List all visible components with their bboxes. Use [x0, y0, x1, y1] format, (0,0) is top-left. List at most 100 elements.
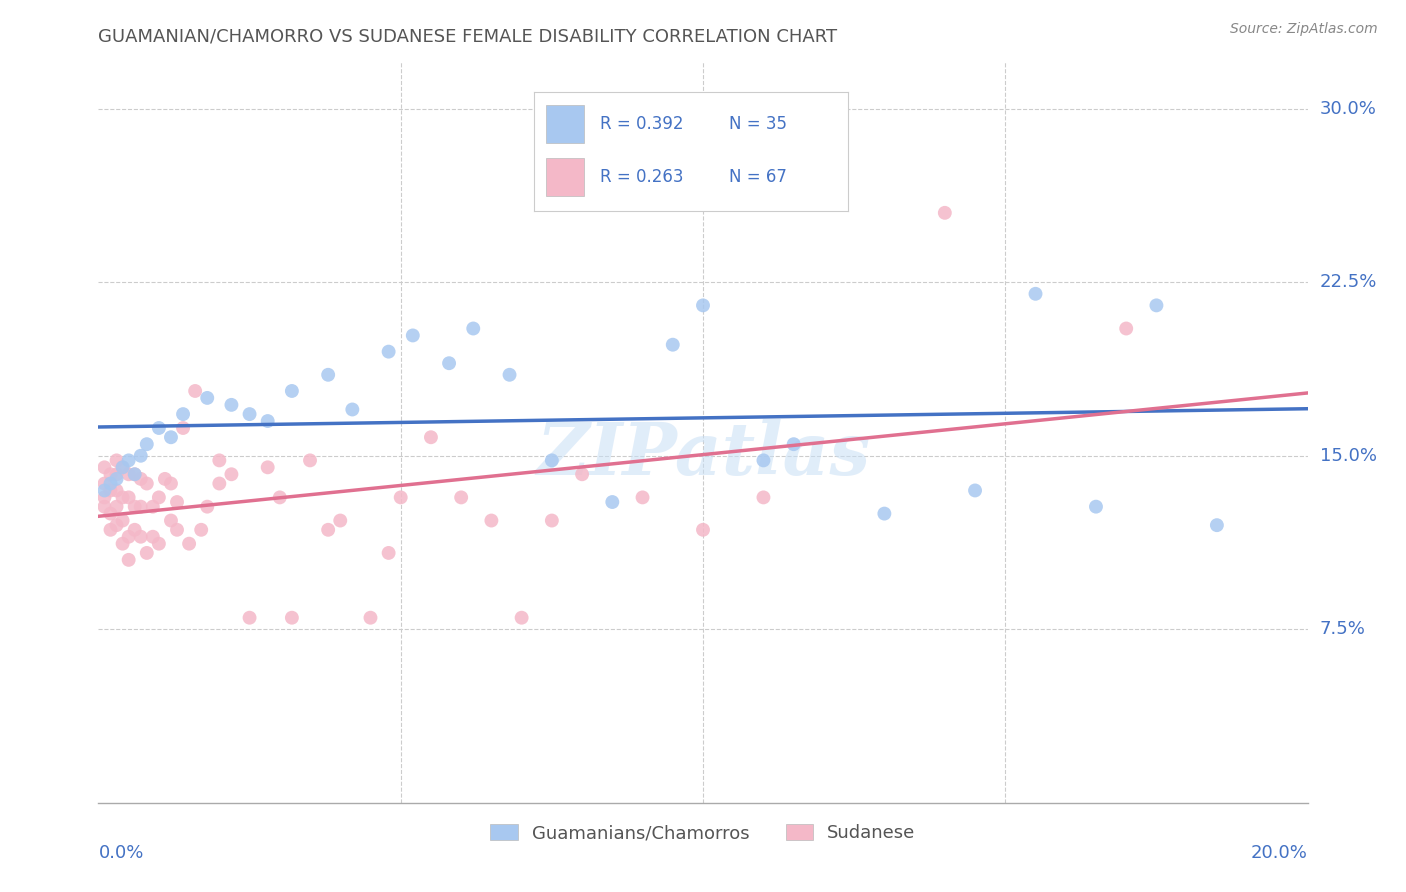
Point: [661, 337, 683, 351]
Point: [118, 467, 141, 482]
Text: GUAMANIAN/CHAMORRO VS SUDANESE FEMALE DISABILITY CORRELATION CHART: GUAMANIAN/CHAMORRO VS SUDANESE FEMALE DI…: [98, 28, 838, 45]
Point: [160, 476, 183, 491]
Point: [105, 483, 128, 498]
Point: [752, 491, 775, 505]
Point: [420, 430, 443, 444]
Point: [105, 518, 128, 533]
Point: [239, 407, 262, 421]
Point: [692, 523, 714, 537]
Point: [148, 491, 170, 505]
Point: [1085, 500, 1108, 514]
Point: [111, 460, 134, 475]
Point: [160, 430, 183, 444]
Point: [195, 391, 218, 405]
Text: 22.5%: 22.5%: [1320, 273, 1376, 291]
Point: [160, 514, 183, 528]
Point: [221, 398, 243, 412]
Point: [129, 530, 152, 544]
Point: [179, 536, 201, 550]
Point: [118, 491, 141, 505]
Point: [329, 514, 352, 528]
Point: [437, 356, 460, 370]
Point: [873, 507, 896, 521]
Point: [105, 472, 128, 486]
Point: [111, 460, 134, 475]
Point: [105, 453, 128, 467]
Point: [93, 500, 115, 514]
Point: [129, 449, 152, 463]
Point: [142, 530, 165, 544]
Point: [124, 523, 146, 537]
Point: [360, 610, 382, 624]
Point: [221, 467, 243, 482]
Point: [256, 414, 278, 428]
Point: [631, 491, 654, 505]
Point: [498, 368, 520, 382]
Point: [510, 610, 533, 624]
Point: [124, 467, 146, 482]
Point: [208, 476, 231, 491]
Point: [692, 298, 714, 312]
Point: [100, 507, 122, 521]
Point: [166, 495, 188, 509]
Point: [93, 491, 115, 505]
Text: 0.0%: 0.0%: [98, 844, 143, 862]
Point: [540, 453, 562, 467]
Point: [124, 500, 146, 514]
Point: [377, 344, 399, 359]
Point: [142, 500, 165, 514]
Point: [1024, 286, 1046, 301]
Text: 7.5%: 7.5%: [1320, 620, 1365, 639]
Text: 15.0%: 15.0%: [1320, 447, 1376, 465]
Point: [481, 514, 503, 528]
Point: [269, 491, 291, 505]
Point: [342, 402, 364, 417]
Point: [153, 472, 176, 486]
Point: [389, 491, 412, 505]
Point: [450, 491, 472, 505]
Point: [1144, 298, 1167, 312]
Point: [256, 460, 278, 475]
Point: [93, 460, 115, 475]
Point: [129, 500, 152, 514]
Point: [135, 546, 157, 560]
Point: [100, 523, 122, 537]
Point: [752, 453, 775, 467]
Point: [100, 483, 122, 498]
Point: [135, 476, 157, 491]
Point: [105, 500, 128, 514]
Point: [281, 610, 304, 624]
Text: 30.0%: 30.0%: [1320, 100, 1376, 118]
Point: [118, 553, 141, 567]
Point: [377, 546, 399, 560]
Point: [602, 495, 624, 509]
Point: [105, 467, 128, 482]
Point: [111, 514, 134, 528]
Point: [184, 384, 207, 398]
Point: [540, 514, 562, 528]
Point: [402, 328, 425, 343]
Point: [129, 472, 152, 486]
Point: [111, 536, 134, 550]
Point: [316, 523, 339, 537]
Point: [111, 491, 134, 505]
Point: [100, 467, 122, 482]
Point: [118, 530, 141, 544]
Point: [172, 421, 194, 435]
Legend: Guamanians/Chamorros, Sudanese: Guamanians/Chamorros, Sudanese: [484, 816, 922, 849]
Point: [148, 421, 170, 435]
Point: [783, 437, 806, 451]
Point: [208, 453, 231, 467]
Point: [195, 500, 218, 514]
Point: [93, 476, 115, 491]
Point: [239, 610, 262, 624]
Point: [93, 483, 115, 498]
Point: [1206, 518, 1229, 533]
Point: [172, 407, 194, 421]
Point: [100, 476, 122, 491]
Point: [118, 453, 141, 467]
Point: [190, 523, 212, 537]
Point: [124, 467, 146, 482]
Text: 20.0%: 20.0%: [1251, 844, 1308, 862]
Point: [148, 536, 170, 550]
